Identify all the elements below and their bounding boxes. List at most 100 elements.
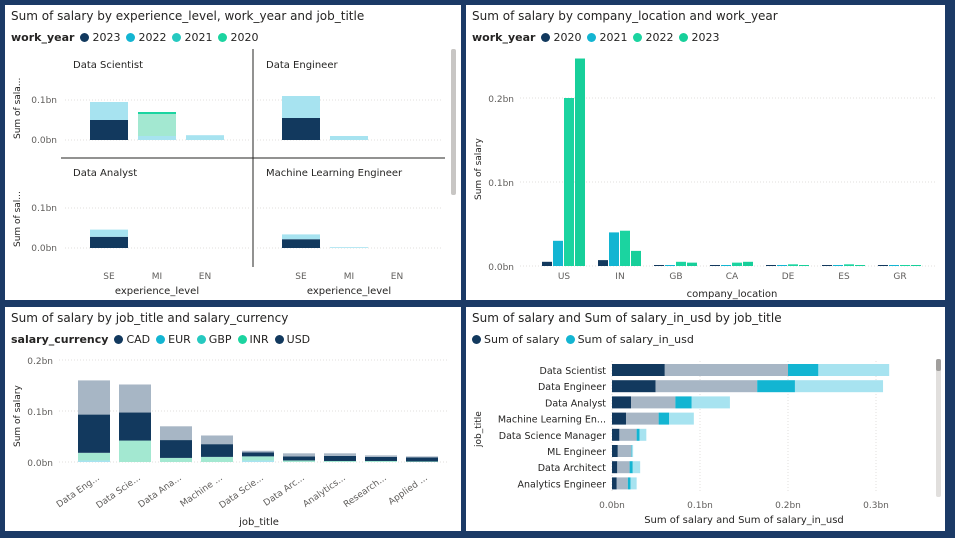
bar	[822, 265, 832, 266]
bar-segment	[612, 412, 626, 425]
legend-item-sum-salary[interactable]: Sum of salary	[472, 333, 560, 346]
x-axis-label: Sum of salary and Sum of salary_in_usd	[644, 515, 844, 526]
x-tick-label: Data Scie...	[95, 473, 143, 511]
x-tick-label: Data Arc...	[262, 473, 307, 508]
bar	[788, 264, 798, 266]
bar	[799, 265, 809, 266]
bar-segment	[818, 364, 890, 376]
bar-segment	[625, 412, 659, 425]
facet-title: Data Scientist	[73, 60, 143, 71]
legend: work_year 2023 2022 2021 2020	[11, 31, 264, 44]
x-axis-label: company_location	[687, 289, 778, 300]
bar-segment	[675, 396, 692, 409]
bar	[743, 261, 753, 266]
legend-title: work_year	[11, 31, 75, 44]
bar-segment	[324, 453, 356, 456]
y-tick-label: Data Architect	[538, 463, 607, 474]
scrollbar[interactable]	[451, 49, 456, 195]
bar-segment	[138, 136, 176, 140]
bar-segment	[138, 112, 176, 114]
scrollbar-thumb[interactable]	[936, 359, 941, 371]
bar	[564, 98, 574, 266]
bar-segment	[283, 453, 315, 457]
bar	[609, 232, 619, 266]
y-axis-label: Sum of sal...	[13, 191, 23, 247]
legend-item-inr[interactable]: INR	[237, 333, 269, 346]
x-tick-label: DE	[782, 272, 795, 282]
bar-segment	[406, 457, 438, 462]
bar-segment	[90, 120, 128, 140]
bar	[855, 265, 865, 266]
bar-segment	[282, 239, 320, 248]
bar-segment	[242, 452, 274, 457]
legend-item-cad[interactable]: CAD	[114, 333, 150, 346]
legend: Sum of salary Sum of salary_in_usd	[472, 333, 700, 346]
bar-segment	[160, 457, 192, 462]
scrollbar[interactable]	[936, 359, 941, 497]
bar-segment	[757, 380, 795, 393]
legend-item-2022[interactable]: 2022	[126, 31, 166, 44]
y-tick-label: 0.1bn	[27, 408, 53, 418]
bar-segment	[612, 380, 656, 393]
legend-item-2022[interactable]: 2022	[633, 31, 673, 44]
bar-segment	[619, 428, 637, 441]
y-tick-label: 0.1bn	[31, 204, 57, 214]
legend-item-2021[interactable]: 2021	[172, 31, 212, 44]
x-tick-label: SE	[103, 272, 115, 282]
bar-segment	[119, 440, 151, 462]
bar-segment	[330, 247, 368, 248]
legend-item-2020[interactable]: 2020	[541, 31, 581, 44]
x-tick-label: MI	[344, 272, 354, 282]
bar-segment	[138, 114, 176, 136]
x-tick-label: EN	[391, 272, 403, 282]
legend-item-2020[interactable]: 2020	[218, 31, 258, 44]
x-tick-label: Analytics...	[301, 473, 347, 510]
bar	[654, 265, 664, 266]
x-tick-label: 0.1bn	[687, 501, 713, 511]
bar-segment	[636, 428, 640, 441]
panel-salary-currency: Sum of salary by job_title and salary_cu…	[5, 307, 461, 531]
panel-title: Sum of salary by job_title and salary_cu…	[11, 311, 289, 325]
bar-segment	[119, 384, 151, 413]
bar-segment	[282, 118, 320, 140]
panel-company-location: Sum of salary by company_location and wo…	[466, 5, 945, 300]
bar	[911, 265, 921, 266]
bar	[620, 230, 630, 266]
x-tick-label: GB	[669, 272, 682, 282]
y-tick-label: Data Scientist	[540, 366, 607, 377]
bar-segment	[631, 445, 634, 457]
legend-item-gbp[interactable]: GBP	[196, 333, 232, 346]
bar-segment	[788, 364, 819, 376]
x-tick-label: 0.0bn	[599, 501, 625, 511]
legend-item-eur[interactable]: EUR	[156, 333, 191, 346]
legend-item-usd[interactable]: USD	[274, 333, 310, 346]
bar-segment	[324, 455, 356, 461]
legend-title: work_year	[472, 31, 536, 44]
panel-title: Sum of salary by experience_level, work_…	[11, 9, 365, 23]
bar-segment	[283, 456, 315, 461]
legend: salary_currency CAD EUR GBP INR USD	[11, 333, 316, 346]
bar-segment	[90, 229, 128, 237]
bar	[542, 261, 552, 266]
bar	[665, 265, 675, 266]
bar-segment	[78, 414, 110, 453]
bar-segment	[639, 428, 647, 441]
legend-item-2021[interactable]: 2021	[587, 31, 627, 44]
bar-segment	[201, 456, 233, 462]
legend-item-2023[interactable]: 2023	[679, 31, 719, 44]
bar	[889, 265, 899, 266]
legend-item-sum-salary-usd[interactable]: Sum of salary_in_usd	[565, 333, 694, 346]
bar-segment	[186, 135, 224, 140]
bar	[553, 240, 563, 266]
legend-item-2023[interactable]: 2023	[80, 31, 120, 44]
x-tick-label: MI	[152, 272, 162, 282]
bar-segment	[669, 412, 694, 425]
y-axis-label: Sum of salary	[13, 384, 23, 447]
x-tick-label: Applied ...	[387, 473, 430, 507]
bar	[710, 265, 720, 266]
bar-segment	[630, 477, 637, 490]
bar-segment	[282, 234, 320, 240]
bar-segment	[160, 426, 192, 441]
bar-segment	[90, 236, 128, 248]
bar	[598, 260, 608, 266]
